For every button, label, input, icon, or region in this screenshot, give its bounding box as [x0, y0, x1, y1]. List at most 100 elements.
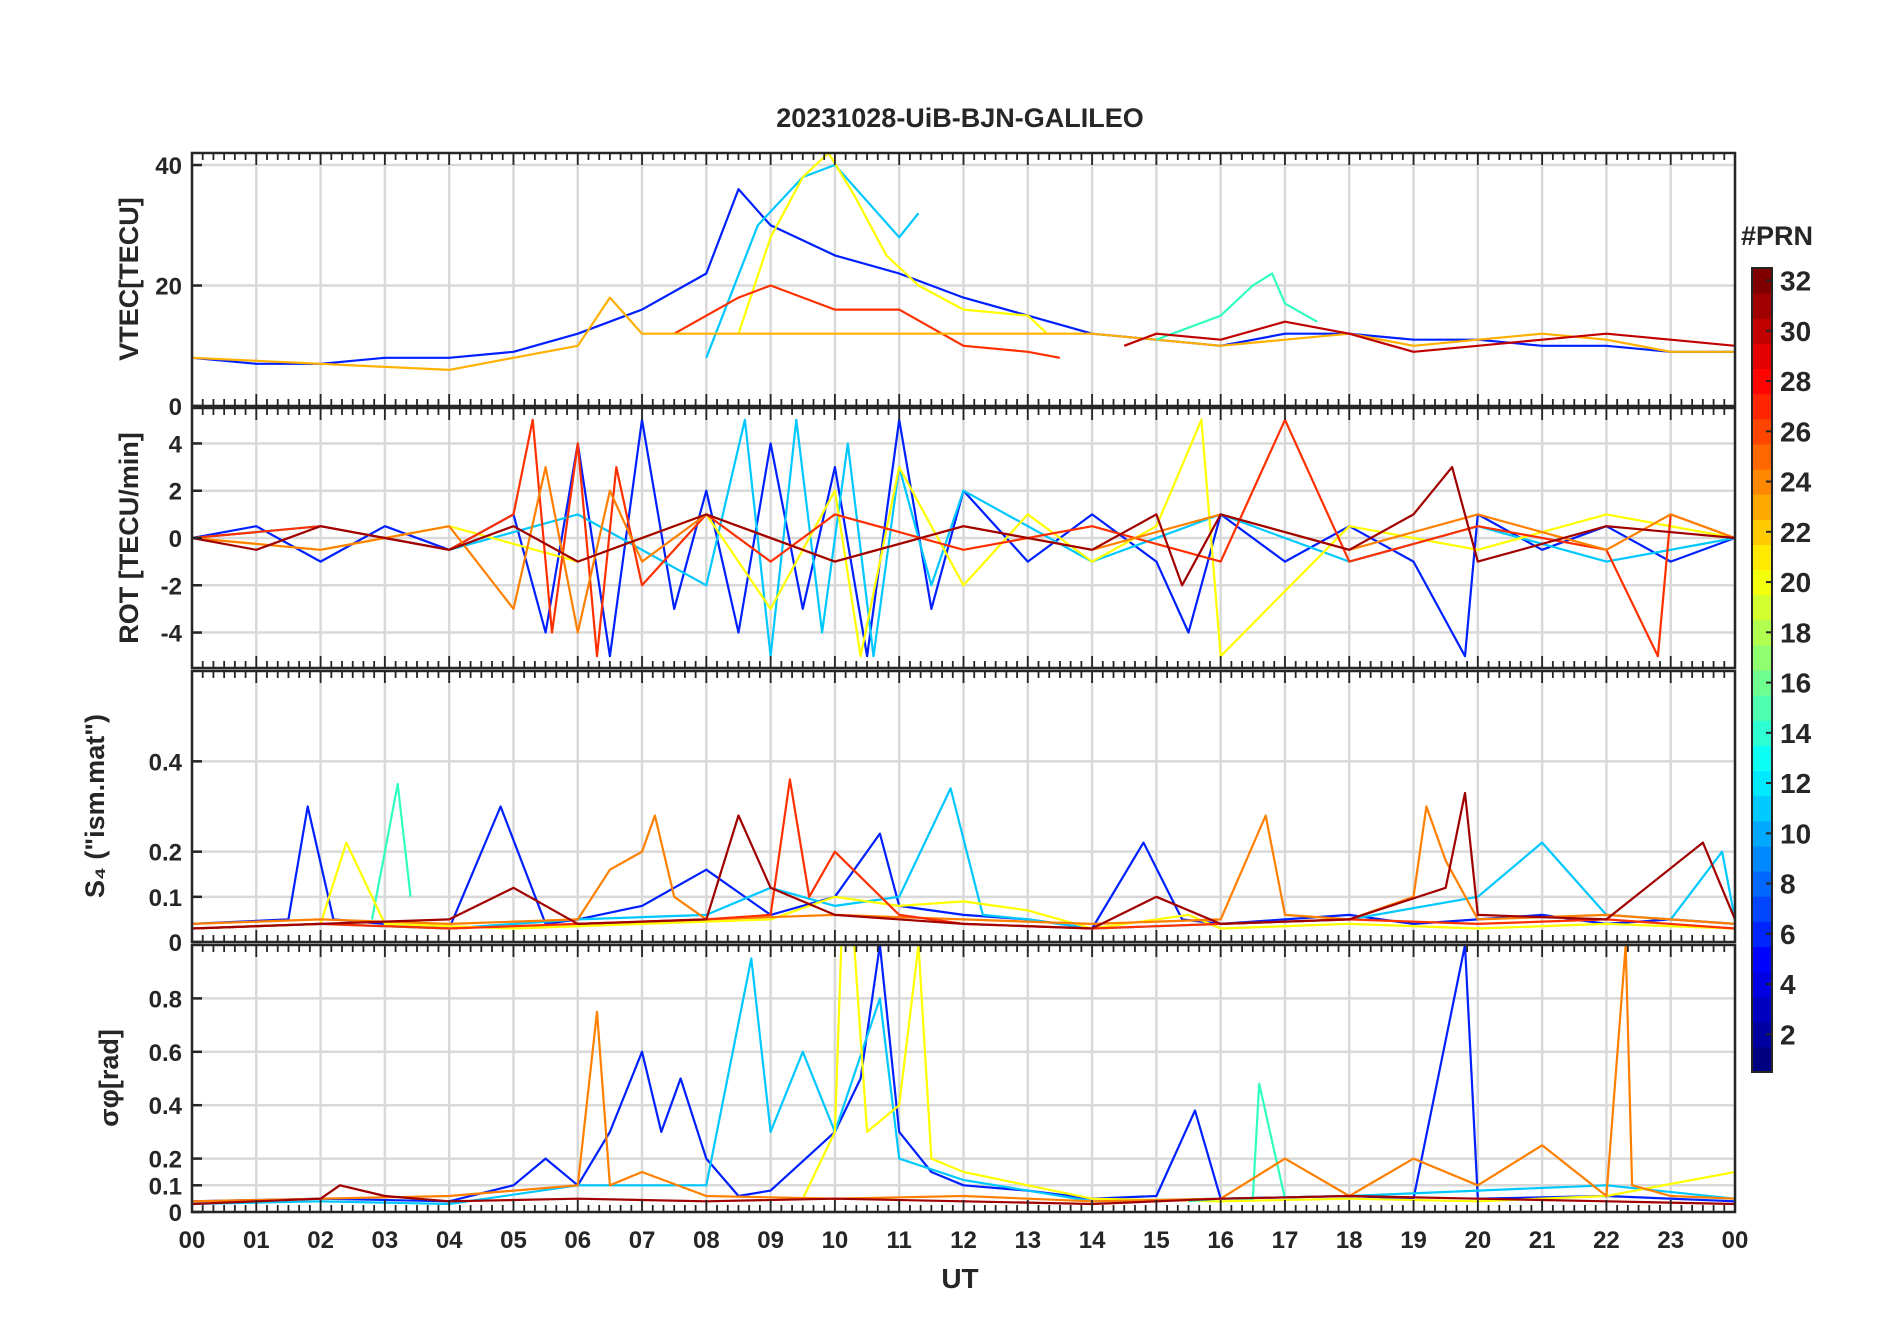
colorbar-tick-label: 12: [1780, 768, 1811, 799]
x-tick-label: 11: [887, 1227, 912, 1254]
y-tick-label: 0: [169, 526, 182, 553]
colorbar-swatch: [1752, 343, 1772, 370]
y-tick-label: 0.8: [149, 986, 182, 1013]
x-tick-label: 04: [436, 1227, 463, 1254]
x-tick-labels: 00 01 02 03 04 05 06 07 08 09 10 11 12 13 14 15 16 17 18 19…: [179, 1227, 1749, 1254]
x-tick-label: 20: [1464, 1227, 1491, 1254]
y-tick-label: 40: [155, 153, 182, 180]
figure-title: 20231028-UiB-BJN-GALILEO: [776, 103, 1144, 133]
series-prn-28-line: [192, 418, 1735, 658]
colorbar-swatch: [1752, 443, 1772, 470]
series-prn-11-line: [705, 163, 920, 359]
x-tick-label: 00: [1722, 1227, 1749, 1254]
colorbar-title: #PRN: [1741, 221, 1813, 251]
series-prn-31-line: [192, 791, 1735, 930]
series-prn-20-line: [801, 945, 1735, 1203]
colorbar-swatch: [1752, 695, 1772, 721]
y-tick-label: 0.2: [149, 1147, 182, 1174]
x-tick-label: 21: [1529, 1227, 1556, 1254]
colorbar-swatch: [1752, 418, 1772, 445]
colorbar-swatch: [1752, 644, 1772, 671]
y-tick-label: 0.2: [149, 840, 182, 867]
colorbar-swatch: [1752, 921, 1772, 947]
series-prn-22-line: [192, 296, 1735, 371]
x-tick-label: 19: [1400, 1227, 1427, 1254]
x-tick-label: 05: [500, 1227, 527, 1254]
y-tick-label: 0.4: [149, 1093, 183, 1120]
series-prn-31-line: [192, 1184, 1735, 1206]
colorbar-frame: [1751, 267, 1773, 1073]
colorbar-tick-label: 4: [1780, 969, 1796, 1000]
y-tick-label: 0.1: [149, 1173, 182, 1200]
series-prn-15-line: [1156, 272, 1318, 341]
panel-rot: -4 -2 0 2 4 ROT [TECU/min]: [114, 406, 1737, 670]
x-tick-label: 22: [1593, 1227, 1620, 1254]
series-prn-11-line: [192, 787, 1735, 930]
x-tick-label: 15: [1143, 1227, 1170, 1254]
x-axis-label: UT: [941, 1263, 978, 1294]
colorbar-tick-label: 30: [1780, 316, 1811, 347]
colorbar-swatch: [1752, 820, 1772, 847]
x-tick-label: 13: [1014, 1227, 1041, 1254]
colorbar-tick-label: 6: [1780, 919, 1796, 950]
series-prn-11-line: [192, 418, 1735, 658]
colorbar-tick-label: 20: [1780, 567, 1811, 598]
colorbar-tick-label: 10: [1780, 818, 1811, 849]
colorbar-swatch: [1752, 469, 1772, 495]
x-tick-label: 08: [693, 1227, 720, 1254]
series-prn-15-line: [370, 782, 412, 920]
colorbar-swatch: [1752, 594, 1772, 621]
y-axis-label-sigma_phi: σφ[rad]: [94, 1029, 124, 1127]
colorbar-swatch: [1752, 293, 1772, 319]
y-axis-label-s4: S₄ ("ism.mat"): [80, 714, 110, 898]
colorbar-tick-label: 28: [1780, 366, 1811, 397]
series-prn-20-line: [192, 841, 1735, 930]
y-tick-label: -2: [161, 573, 182, 600]
y-tick-label: 0: [169, 394, 182, 421]
colorbar-tick-label: 26: [1780, 416, 1811, 447]
colorbar-swatch: [1752, 393, 1772, 420]
y-axis-label-rot: ROT [TECU/min]: [114, 432, 144, 643]
y-tick-label: 0.1: [149, 885, 182, 912]
y-tick-label: 4: [169, 431, 183, 458]
colorbar-swatch: [1752, 971, 1772, 998]
colorbar-swatch: [1752, 569, 1772, 596]
colorbar-swatch: [1752, 946, 1772, 973]
panel-vtec: 0 20 40 VTEC[TECU]: [114, 151, 1737, 421]
series-prn-20-line: [737, 153, 1048, 335]
colorbar-tick-label: 2: [1780, 1019, 1796, 1050]
x-tick-label: 09: [757, 1227, 784, 1254]
panel-sigma_phi: 00.10.2 0.4 0.6 0.8 σφ[rad]: [94, 943, 1737, 1227]
colorbar-tick-label: 22: [1780, 517, 1811, 548]
series-prn-28-line: [192, 778, 1735, 930]
colorbar-swatch: [1752, 845, 1772, 872]
y-axis-label-vtec: VTEC[TECU]: [114, 197, 144, 361]
colorbar-swatch: [1752, 1021, 1772, 1048]
grid-rot: [190, 408, 1737, 668]
x-tick-label: 14: [1079, 1227, 1106, 1254]
x-tick-label: 01: [243, 1227, 270, 1254]
x-tick-label: 03: [372, 1227, 399, 1254]
x-tick-label: 18: [1336, 1227, 1363, 1254]
colorbar-swatch: [1752, 519, 1772, 545]
colorbar-tick-label: 32: [1780, 266, 1811, 297]
x-tick-label: 00: [179, 1227, 206, 1254]
x-tick-label: 17: [1272, 1227, 1299, 1254]
series-prn-31-line: [192, 466, 1735, 587]
x-tick-label: 23: [1657, 1227, 1684, 1254]
series-group-rot: [192, 418, 1735, 658]
series-prn-15-line: [1188, 1082, 1287, 1203]
y-tick-label: 0.6: [149, 1040, 182, 1067]
y-tick-label: 2: [169, 479, 182, 506]
colorbar-swatch: [1752, 996, 1772, 1023]
panel-s4: 0 0.1 0.2 0.4 S₄ ("ism.mat"): [80, 669, 1737, 957]
series-group-s4: [192, 778, 1735, 930]
colorbar-swatch: [1752, 670, 1772, 696]
colorbar-tick-label: 8: [1780, 869, 1796, 900]
series-prn-28-line: [673, 284, 1061, 359]
x-tick-label: 02: [307, 1227, 334, 1254]
colorbar-tick-label: 16: [1780, 668, 1811, 699]
colorbar-swatch: [1752, 720, 1772, 746]
